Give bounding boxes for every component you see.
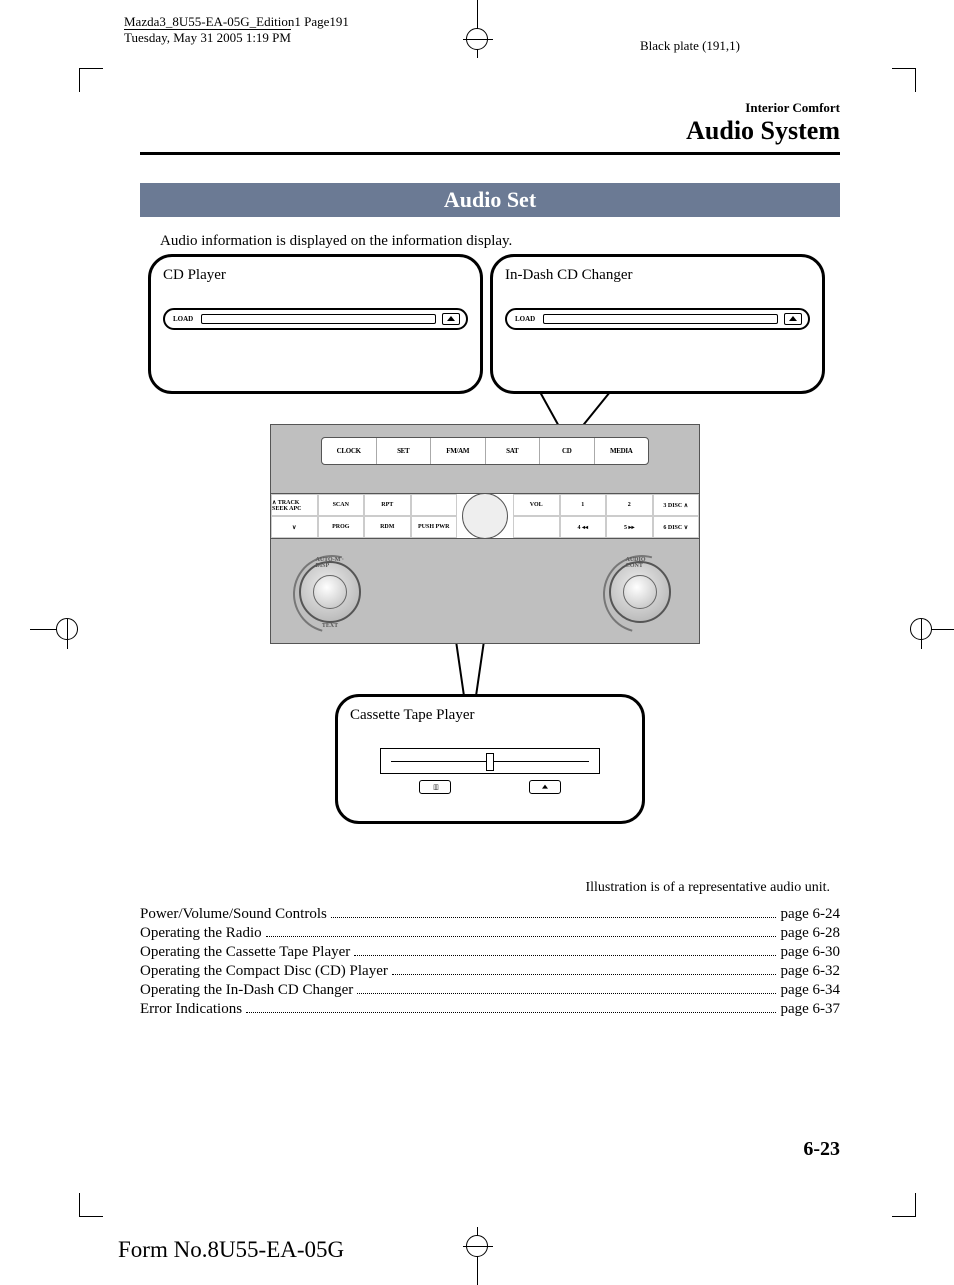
toc-dots xyxy=(246,1012,776,1013)
toc-label: Operating the Compact Disc (CD) Player xyxy=(140,963,388,980)
toc-dots xyxy=(392,974,777,975)
callout-cd-title: CD Player xyxy=(163,267,468,284)
toc-dots xyxy=(331,917,777,918)
toc-row: Power/Volume/Sound Controls page 6-24 xyxy=(140,906,840,923)
knob-label: AUDIO CONT xyxy=(626,557,655,569)
radio-btn-media: MEDIA xyxy=(595,438,649,464)
intro-text: Audio information is displayed on the in… xyxy=(160,233,840,250)
cell: SCAN xyxy=(318,494,365,516)
crop-mark xyxy=(892,1193,916,1217)
doc-meta-line2: Tuesday, May 31 2005 1:19 PM xyxy=(124,30,349,46)
toc-page: page 6-37 xyxy=(780,1001,840,1018)
audio-knob: AUDIO CONT xyxy=(609,561,671,623)
cell: ∨ xyxy=(271,516,318,538)
eject-icon xyxy=(442,313,460,325)
radio-btn-fmam: FM/AM xyxy=(431,438,486,464)
toc-dots xyxy=(266,936,777,937)
registration-mark-right xyxy=(910,614,954,644)
radio-right-grid: VOL 1 2 3 DISC ∧ 4 ◂◂ 5 ▸▸ 6 DISC ∨ xyxy=(513,494,699,538)
cell: 3 DISC ∧ xyxy=(653,494,700,516)
toc-page: page 6-30 xyxy=(780,944,840,961)
knob-label: AUTO-M · DISP xyxy=(316,557,345,569)
chapter-big: Audio System xyxy=(140,116,840,146)
callout-cd-player: CD Player LOAD xyxy=(148,254,483,394)
radio-top-row: CLOCK SET FM/AM SAT CD MEDIA xyxy=(321,437,649,465)
cell: 2 xyxy=(606,494,653,516)
radio-btn-sat: SAT xyxy=(486,438,541,464)
callout-cd-changer: In-Dash CD Changer LOAD xyxy=(490,254,825,394)
callout-cassette: Cassette Tape Player xyxy=(335,694,645,824)
toc-label: Error Indications xyxy=(140,1001,242,1018)
toc-row: Operating the In-Dash CD Changer page 6-… xyxy=(140,982,840,999)
load-label: LOAD xyxy=(513,315,537,323)
toc-dots xyxy=(357,993,776,994)
cell: 5 ▸▸ xyxy=(606,516,653,538)
cell: ∧ TRACK SEEK APC xyxy=(271,494,318,516)
toc-label: Operating the In-Dash CD Changer xyxy=(140,982,353,999)
registration-mark-bottom xyxy=(462,1227,492,1285)
cd-slot: LOAD xyxy=(505,308,810,330)
cell xyxy=(411,494,458,516)
toc-row: Operating the Compact Disc (CD) Player p… xyxy=(140,963,840,980)
cell: PROG xyxy=(318,516,365,538)
tune-knob: AUTO-M · DISP TEXT xyxy=(299,561,361,623)
knob-label: TEXT xyxy=(322,623,338,629)
cell: 6 DISC ∨ xyxy=(653,516,700,538)
cd-tray xyxy=(201,314,436,324)
cell: PUSH PWR xyxy=(411,516,458,538)
toc-dots xyxy=(354,955,776,956)
crop-mark xyxy=(79,68,103,92)
toc: Power/Volume/Sound Controls page 6-24 Ope… xyxy=(140,906,840,1018)
toc-label: Operating the Cassette Tape Player xyxy=(140,944,350,961)
cassette-slot xyxy=(380,748,600,774)
registration-mark-left xyxy=(30,614,78,644)
cell: VOL xyxy=(513,494,560,516)
eject-icon xyxy=(529,780,561,794)
cd-slot: LOAD xyxy=(163,308,468,330)
doc-meta: Mazda3_8U55-EA-05G_Edition1 Page191 Tues… xyxy=(124,14,349,45)
section-title-bar: Audio Set xyxy=(140,183,840,217)
cell xyxy=(513,516,560,538)
radio-mid-row: ∧ TRACK SEEK APC SCAN RPT ∨ PROG RDM PUS… xyxy=(271,493,699,539)
header-rule xyxy=(140,152,840,155)
radio-center-dial xyxy=(457,494,513,538)
toc-page: page 6-32 xyxy=(780,963,840,980)
doc-meta-line1: Mazda3_8U55-EA-05G_Edition1 Page191 xyxy=(124,14,349,30)
load-label: LOAD xyxy=(171,315,195,323)
page-number: 6-23 xyxy=(140,1138,840,1161)
diagram-note: Illustration is of a representative audi… xyxy=(140,880,840,896)
radio-unit: CLOCK SET FM/AM SAT CD MEDIA ∧ TRACK SEE… xyxy=(270,424,700,644)
dolby-icon xyxy=(419,780,451,794)
crop-mark xyxy=(79,1193,103,1217)
cell: RPT xyxy=(364,494,411,516)
callout-changer-title: In-Dash CD Changer xyxy=(505,267,810,284)
toc-row: Operating the Radio page 6-28 xyxy=(140,925,840,942)
toc-label: Operating the Radio xyxy=(140,925,262,942)
eject-icon xyxy=(784,313,802,325)
radio-btn-cd: CD xyxy=(540,438,595,464)
cell: RDM xyxy=(364,516,411,538)
cd-tray xyxy=(543,314,778,324)
radio-btn-clock: CLOCK xyxy=(322,438,377,464)
toc-page: page 6-34 xyxy=(780,982,840,999)
toc-page: page 6-28 xyxy=(780,925,840,942)
toc-page: page 6-24 xyxy=(780,906,840,923)
plate-label: Black plate (191,1) xyxy=(640,38,740,54)
chapter-header: Interior Comfort Audio System xyxy=(140,100,840,146)
audio-diagram: CD Player LOAD In-Dash CD Changer LOAD C… xyxy=(140,254,840,874)
form-number-footer: Form No.8U55-EA-05G xyxy=(118,1237,344,1263)
radio-btn-set: SET xyxy=(377,438,432,464)
cell: 4 ◂◂ xyxy=(560,516,607,538)
toc-row: Operating the Cassette Tape Player page … xyxy=(140,944,840,961)
chapter-small: Interior Comfort xyxy=(140,100,840,116)
radio-left-grid: ∧ TRACK SEEK APC SCAN RPT ∨ PROG RDM PUS… xyxy=(271,494,457,538)
callout-cassette-title: Cassette Tape Player xyxy=(350,707,630,724)
toc-label: Power/Volume/Sound Controls xyxy=(140,906,327,923)
crop-mark xyxy=(892,68,916,92)
toc-row: Error Indications page 6-37 xyxy=(140,1001,840,1018)
registration-mark-top xyxy=(462,0,492,58)
cell: 1 xyxy=(560,494,607,516)
